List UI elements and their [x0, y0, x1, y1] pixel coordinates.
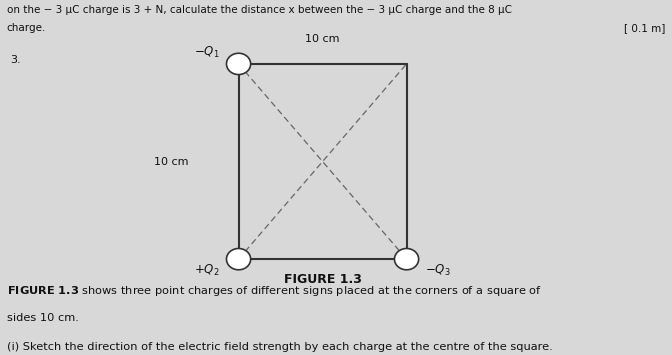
- Text: $-Q_3$: $-Q_3$: [425, 263, 451, 278]
- Text: 10 cm: 10 cm: [305, 34, 340, 44]
- Text: on the − 3 μC charge is 3 + N, calculate the distance x between the − 3 μC charg: on the − 3 μC charge is 3 + N, calculate…: [7, 5, 511, 15]
- Ellipse shape: [226, 53, 251, 75]
- Text: (i) Sketch the direction of the electric field strength by each charge at the ce: (i) Sketch the direction of the electric…: [7, 342, 552, 352]
- Text: 10 cm: 10 cm: [154, 157, 188, 166]
- Text: FIGURE 1.3: FIGURE 1.3: [284, 273, 362, 286]
- Ellipse shape: [226, 248, 251, 270]
- Text: [ 0.1 m]: [ 0.1 m]: [624, 23, 665, 33]
- Ellipse shape: [394, 248, 419, 270]
- Text: $+Q_2$: $+Q_2$: [194, 263, 220, 278]
- Text: $\bf{FIGURE\ 1.3}$ shows three point charges of different signs placed at the co: $\bf{FIGURE\ 1.3}$ shows three point cha…: [7, 284, 542, 298]
- Text: charge.: charge.: [7, 23, 46, 33]
- Text: $-Q_1$: $-Q_1$: [194, 45, 220, 60]
- Text: 3.: 3.: [10, 55, 21, 65]
- Text: sides 10 cm.: sides 10 cm.: [7, 313, 79, 323]
